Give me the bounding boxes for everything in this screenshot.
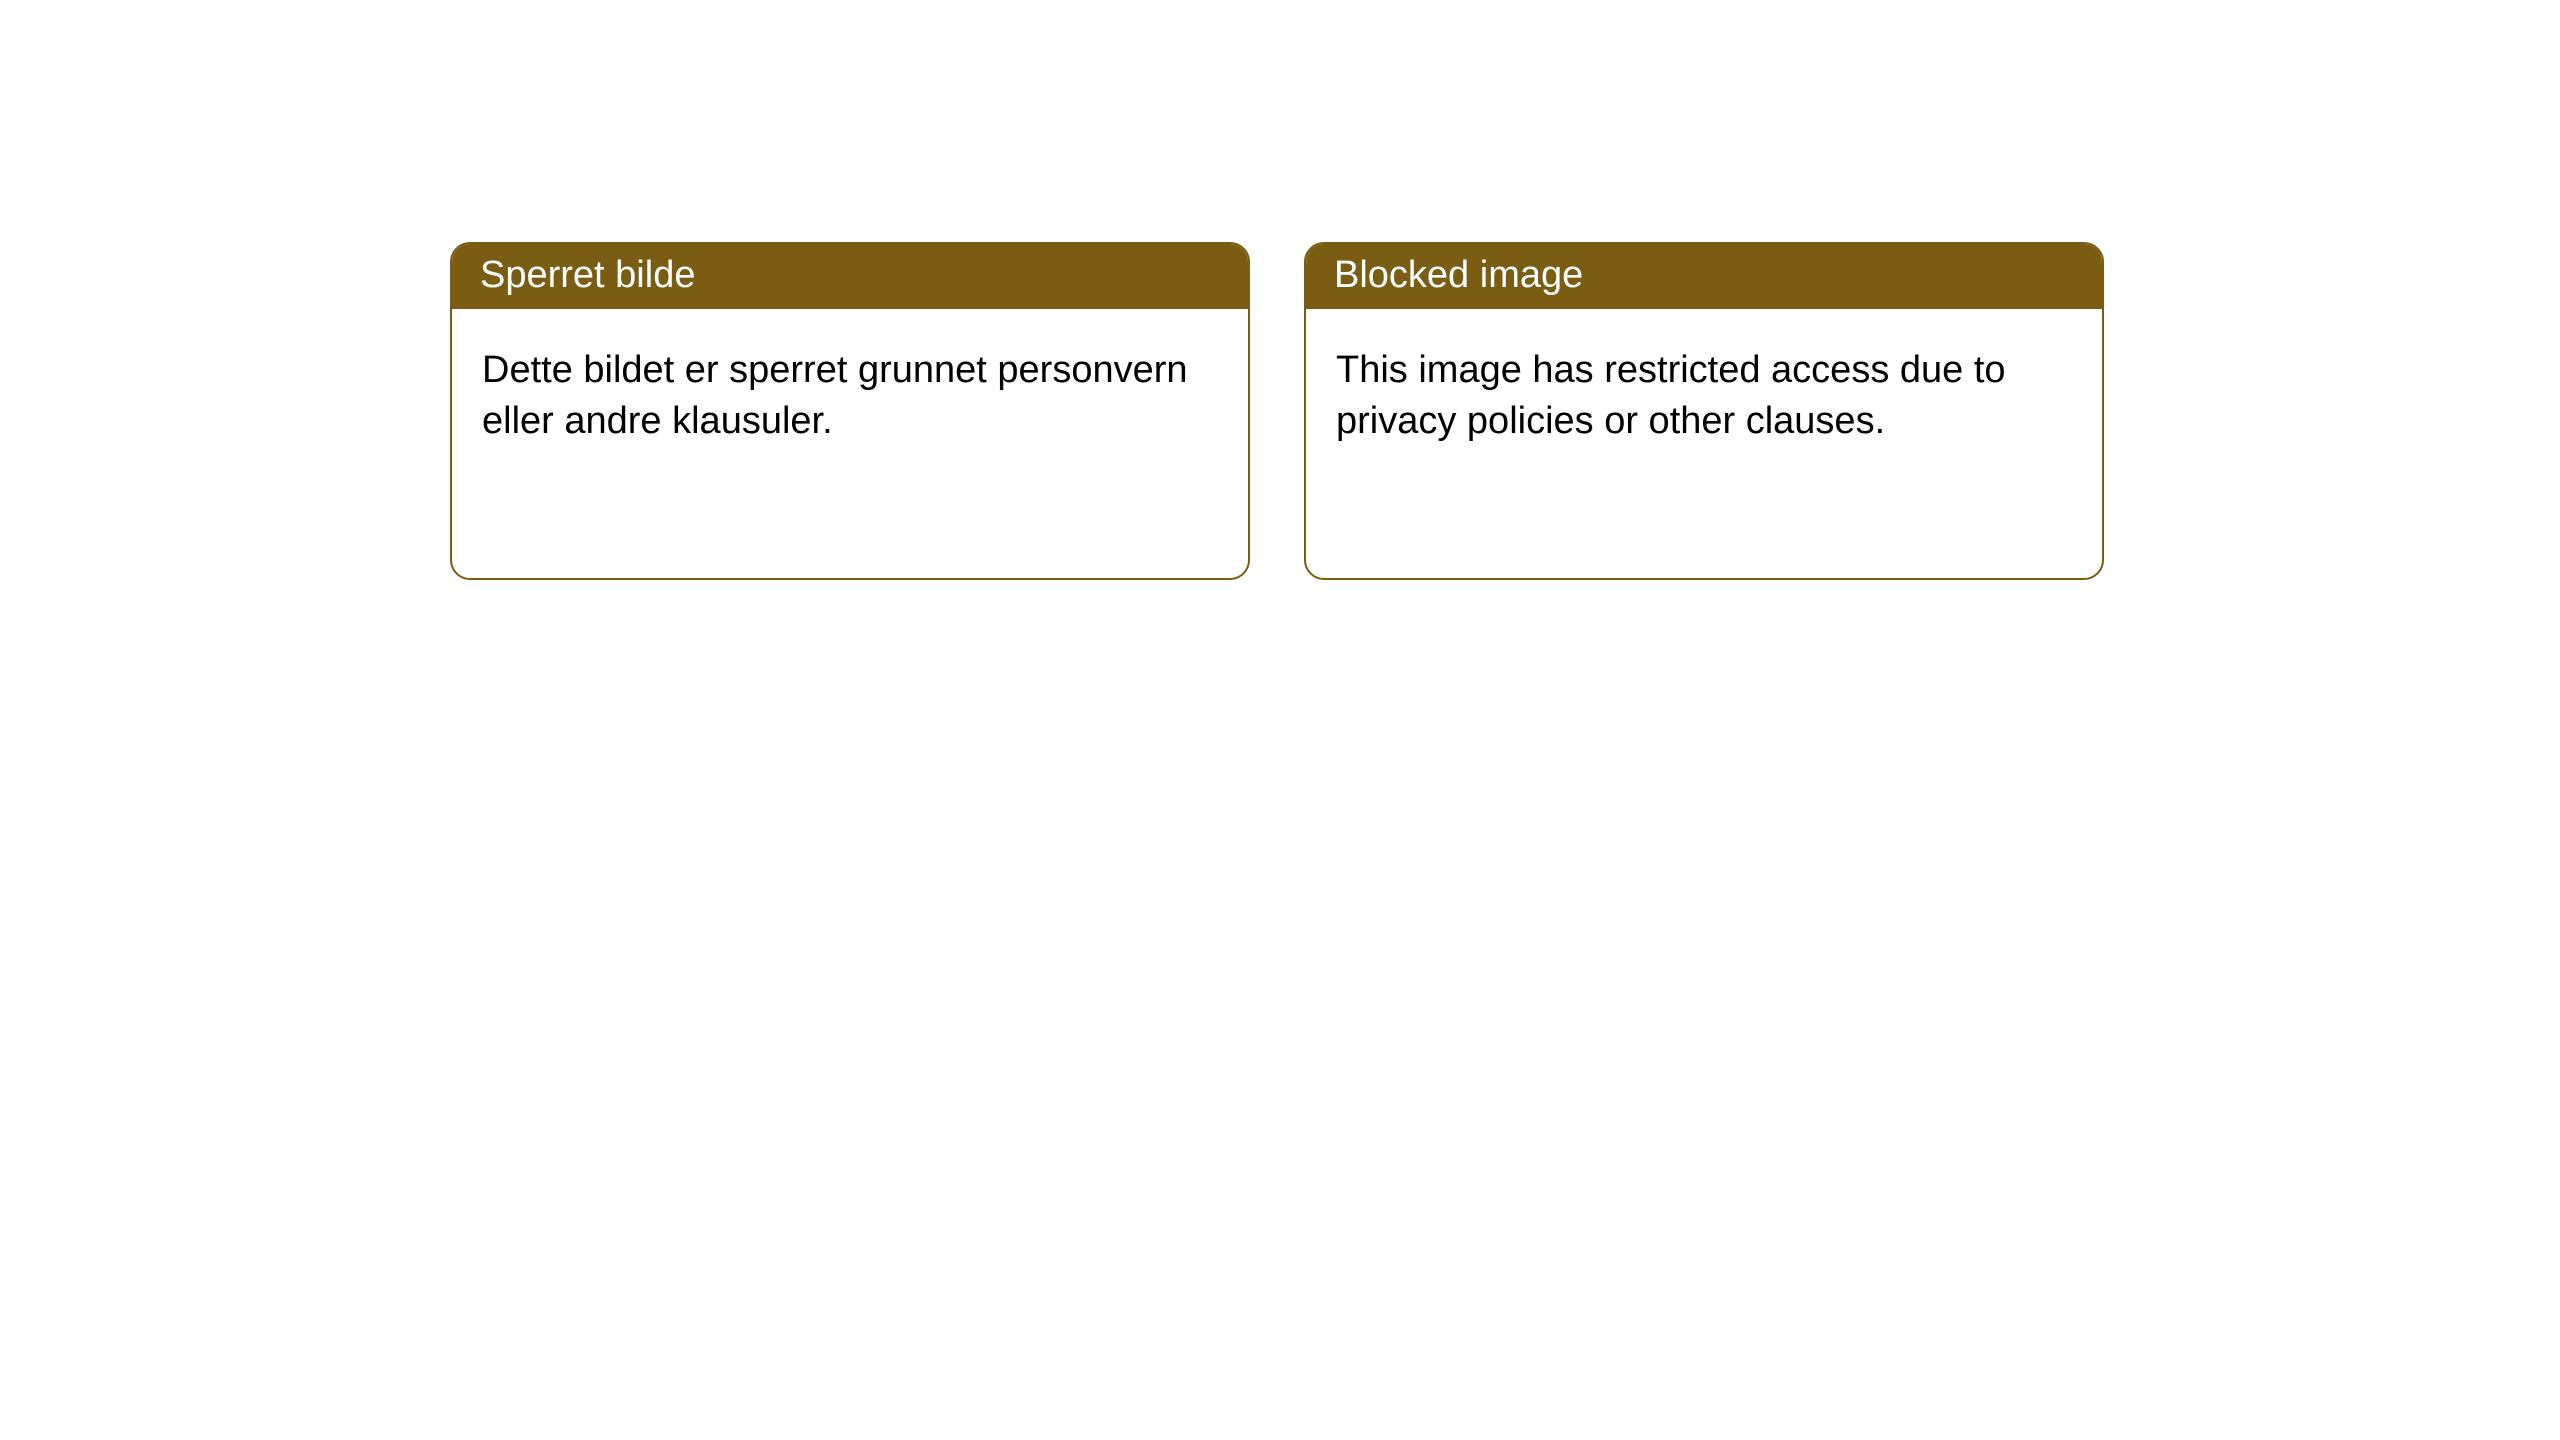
notice-card-norwegian: Sperret bilde Dette bildet er sperret gr…: [450, 242, 1250, 580]
card-body-english: This image has restricted access due to …: [1306, 309, 2102, 484]
notice-card-english: Blocked image This image has restricted …: [1304, 242, 2104, 580]
notice-container: Sperret bilde Dette bildet er sperret gr…: [0, 0, 2560, 580]
card-title-norwegian: Sperret bilde: [480, 254, 695, 296]
card-header-english: Blocked image: [1306, 244, 2102, 309]
card-title-english: Blocked image: [1334, 254, 1583, 296]
card-header-norwegian: Sperret bilde: [452, 244, 1248, 309]
card-text-english: This image has restricted access due to …: [1336, 349, 2006, 442]
card-text-norwegian: Dette bildet er sperret grunnet personve…: [482, 349, 1188, 442]
card-body-norwegian: Dette bildet er sperret grunnet personve…: [452, 309, 1248, 484]
